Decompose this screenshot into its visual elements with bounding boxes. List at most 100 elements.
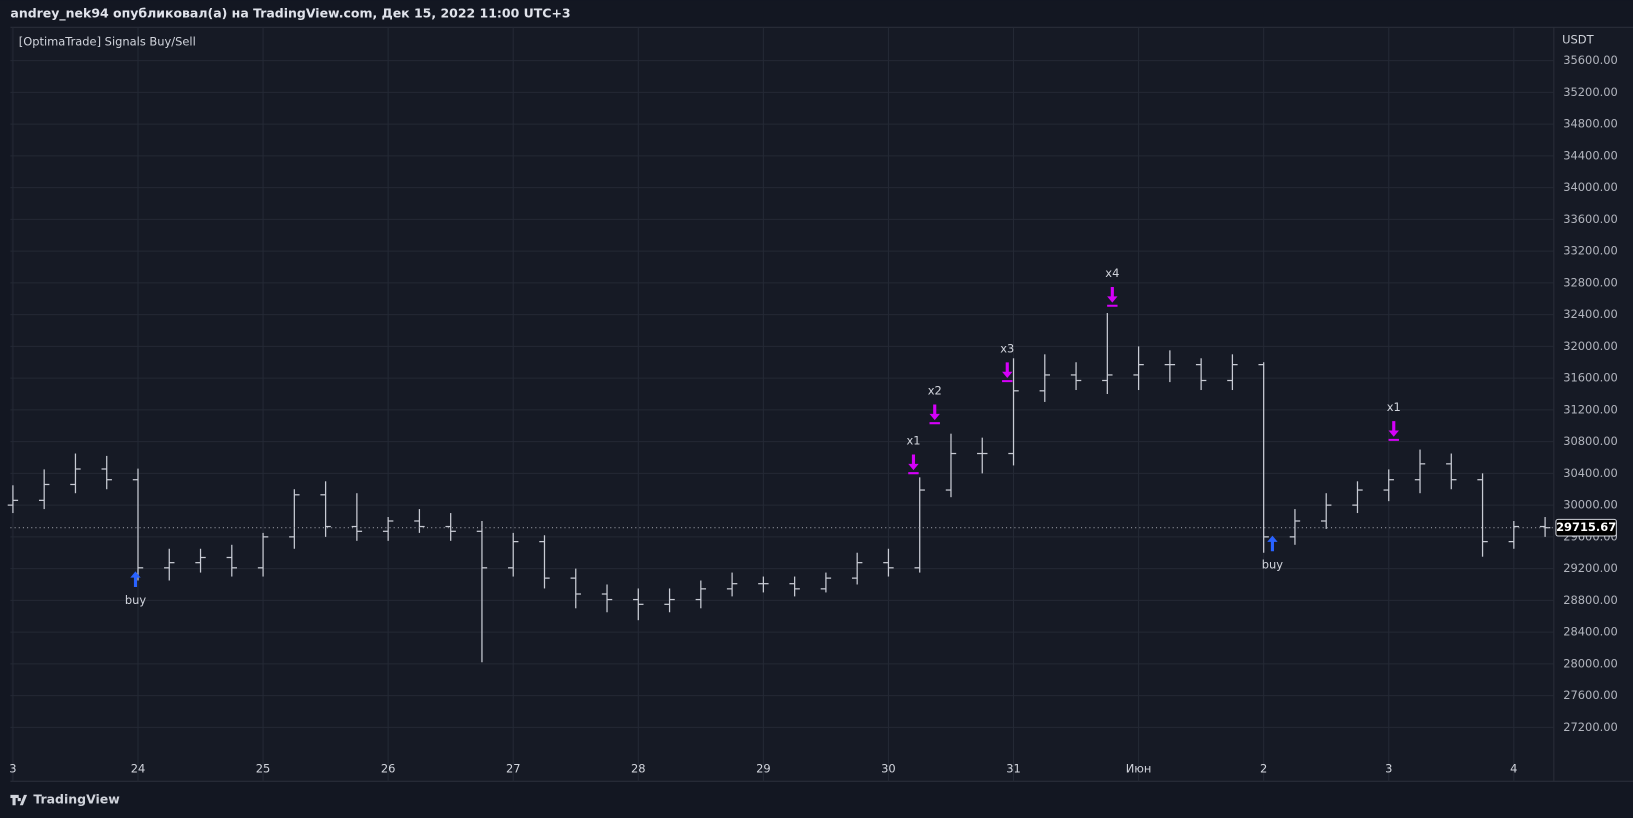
x-tick-label: 25 (256, 761, 271, 775)
ohlc-bar (1321, 493, 1332, 529)
ohlc-bar (914, 477, 925, 573)
y-tick-label: 32000.00 (1563, 339, 1618, 353)
ohlc-bar (226, 544, 238, 577)
ohlc-bar (1289, 509, 1301, 545)
x-tick-label: 26 (381, 761, 396, 775)
y-tick-label: 28800.00 (1563, 593, 1618, 607)
axis-unit: USDT (1562, 32, 1594, 46)
last-price-box (1555, 518, 1617, 537)
bars (7, 313, 1551, 663)
ohlc-bar (695, 580, 707, 609)
x-tick-label: 4 (1510, 761, 1517, 775)
x-tick-label: 3 (1385, 761, 1392, 775)
x-tick-label: 24 (131, 761, 146, 775)
x-tick-label: Июн (1126, 761, 1152, 775)
y-tick-label: 30400.00 (1563, 466, 1618, 480)
footer-brand: TradingView (33, 792, 120, 807)
signal-label: x3 (1000, 341, 1014, 355)
ohlc-bar (382, 517, 394, 541)
x-tick-label: 3 (9, 761, 16, 775)
y-tick-label: 34800.00 (1563, 117, 1618, 131)
ohlc-bar (1102, 313, 1113, 394)
signal-label: x2 (928, 383, 942, 397)
ohlc-bar (1446, 453, 1457, 490)
y-tick-label: 28000.00 (1563, 656, 1618, 670)
ohlc-bar (945, 433, 957, 498)
y-tick-label: 29200.00 (1563, 561, 1618, 575)
ohlc-bar (1227, 354, 1238, 391)
logo (10, 794, 28, 806)
ohlc-bar (320, 481, 331, 537)
ohlc-bar (1508, 520, 1520, 549)
ohlc-bar (1383, 469, 1394, 502)
x-tick-label: 2 (1260, 761, 1267, 775)
last-price-label: 29715.67 (1556, 520, 1616, 534)
ohlc-bar (7, 485, 19, 514)
ohlc-bar (351, 493, 363, 541)
ohlc-bar (289, 489, 300, 549)
ohlc-bar (1477, 473, 1488, 557)
x-tick-label: 31 (1006, 761, 1021, 775)
ohlc-bar (633, 588, 644, 621)
ohlc-bar (1414, 449, 1426, 494)
ohlc-bar (508, 532, 519, 577)
signal-label: x4 (1105, 266, 1119, 280)
ohlc-bar (851, 552, 863, 585)
y-tick-label: 34400.00 (1563, 148, 1618, 162)
sell-arrow (908, 454, 919, 475)
ohlc-bar (1195, 358, 1207, 391)
y-tick-label: 35200.00 (1563, 85, 1618, 99)
sell-arrow (929, 404, 940, 425)
ohlc-bar (1008, 358, 1019, 466)
y-tick-label: 30000.00 (1563, 498, 1618, 512)
ohlc-bar (132, 468, 144, 581)
ohlc-bar (570, 568, 581, 609)
grid (10, 27, 1554, 782)
ohlc-bar (1133, 346, 1144, 391)
y-tick-label: 27200.00 (1563, 720, 1618, 734)
ohlc-bar (164, 548, 175, 581)
y-tick-label: 34000.00 (1563, 180, 1618, 194)
ohlc-bar (257, 532, 269, 577)
plot-area (10, 27, 1554, 782)
ohlc-bar (70, 453, 81, 494)
header-title: andrey_nek94 опубликовал(а) на TradingVi… (10, 5, 570, 21)
y-tick-label: 35600.00 (1563, 53, 1618, 67)
x-tick-label: 27 (506, 761, 521, 775)
signal-label: buy (1262, 557, 1284, 571)
ohlc-bar (1039, 354, 1050, 402)
ohlc-bar (820, 572, 832, 593)
price-axis (1553, 27, 1633, 782)
signals: buy x1 x2 x3 x4 buy x1 (125, 266, 1401, 607)
ohlc-bar (1164, 350, 1176, 383)
ohlc-bar (1258, 362, 1269, 553)
y-tick-label: 30800.00 (1563, 434, 1618, 448)
signal-label: x1 (906, 433, 920, 447)
x-tick-label: 30 (881, 761, 896, 775)
ohlc-bar (539, 535, 550, 589)
y-tick-label: 32800.00 (1563, 275, 1618, 289)
y-tick-label: 31600.00 (1563, 371, 1618, 385)
ohlc-bar (664, 588, 675, 613)
buy-arrow (1267, 535, 1278, 552)
signal-label: x1 (1387, 400, 1401, 414)
ohlc-bar (726, 572, 738, 597)
ohlc-bar (977, 437, 988, 474)
sell-arrow (1107, 286, 1118, 307)
x-tick-label: 29 (756, 761, 771, 775)
y-tick-label: 33200.00 (1563, 244, 1618, 258)
ohlc-bar (601, 584, 613, 613)
ohlc-bar (883, 548, 894, 577)
y-tick-label: 32400.00 (1563, 307, 1618, 321)
ohlc-bar (476, 520, 488, 663)
indicator-title: [OptimaTrade] Signals Buy/Sell (19, 34, 196, 48)
ohlc-bar (1352, 481, 1363, 514)
y-tick-label: 27600.00 (1563, 688, 1618, 702)
y-tick-label: 31200.00 (1563, 402, 1618, 416)
ohlc-bar (758, 576, 769, 593)
x-tick-label: 28 (631, 761, 646, 775)
y-tick-label: 28400.00 (1563, 625, 1618, 639)
sell-arrow (1388, 421, 1399, 441)
